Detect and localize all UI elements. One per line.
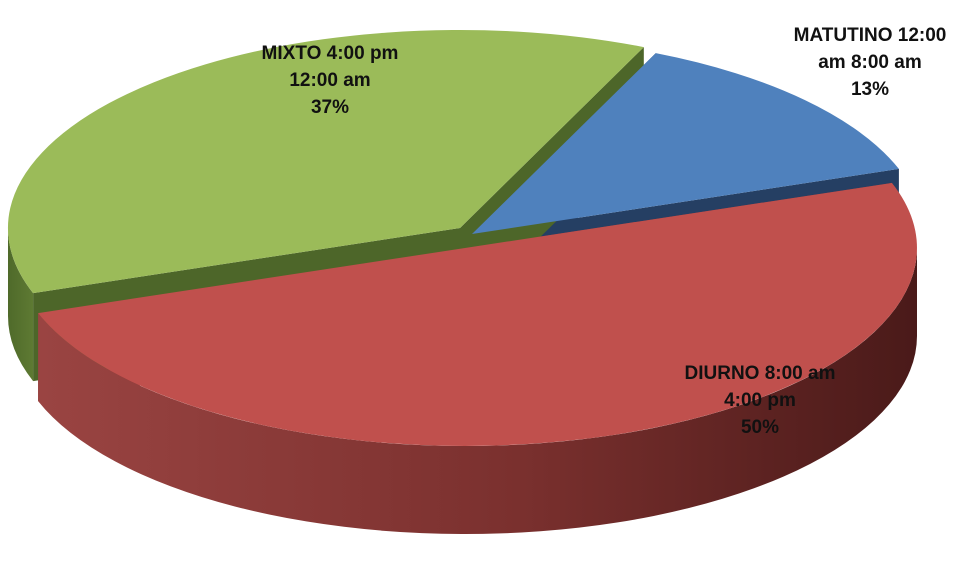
slice-side-mixto-0 [7,228,34,382]
slice-diurno [38,182,917,446]
slice-mixto [7,29,644,294]
slice-matutino [472,53,899,234]
slice-label-mixto-value: 37% [310,97,350,118]
slice-label-mixto-line1: MIXTO 4:00 pm [261,43,399,64]
slice-label-matutino-line1: MATUTINO 12:00 [793,25,947,46]
slice-label-mixto: MIXTO 4:00 pm 12:00 am 37% [235,40,425,121]
slice-label-matutino-value: 13% [850,79,890,100]
slice-label-diurno: DIURNO 8:00 am 4:00 pm 50% [660,360,860,441]
slice-label-mixto-line2: 12:00 am [289,70,371,91]
slice-side-diurno-0 [38,248,918,535]
slice-label-diurno-line1: DIURNO 8:00 am [684,363,836,384]
slice-label-matutino: MATUTINO 12:00 am 8:00 am 13% [770,22,969,103]
slice-label-diurno-line2: 4:00 pm [724,390,796,411]
slice-label-diurno-value: 50% [740,417,780,438]
slice-label-matutino-line2: am 8:00 am [818,52,922,73]
